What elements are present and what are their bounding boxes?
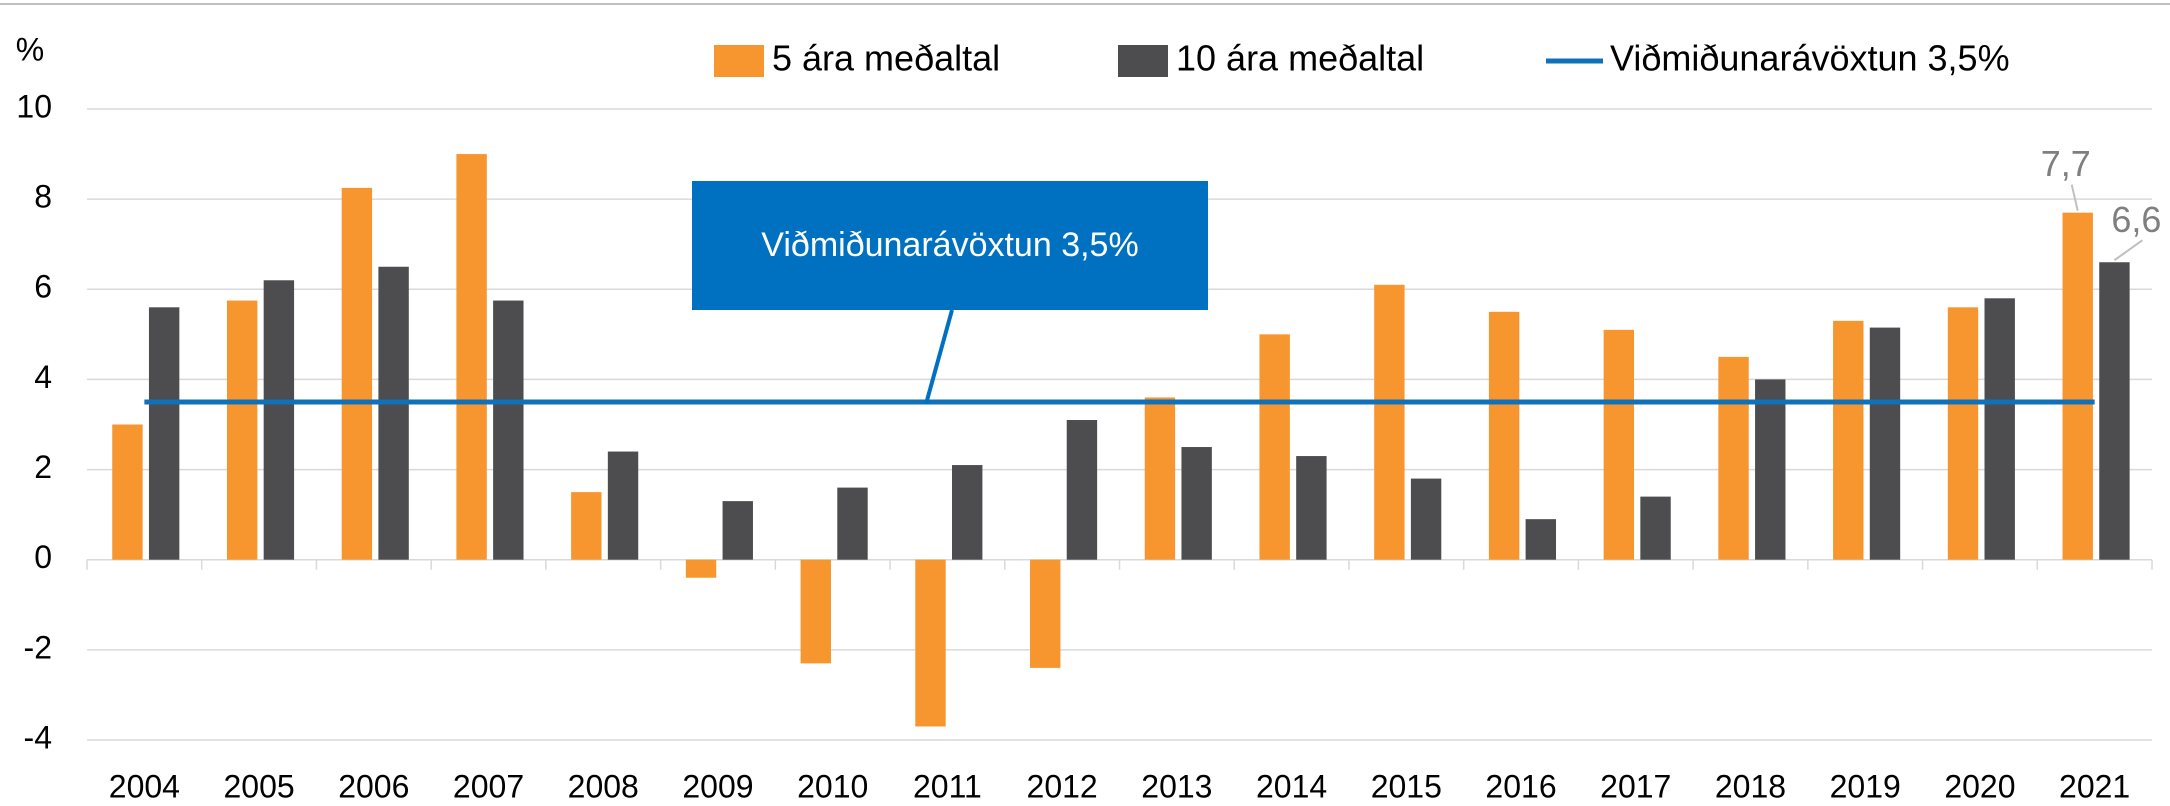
label-leader xyxy=(2070,184,2079,211)
bar xyxy=(112,424,143,560)
legend-swatch xyxy=(1118,45,1168,77)
bar xyxy=(1410,478,1442,560)
x-tick-label: 2017 xyxy=(1600,768,1671,804)
x-tick-label: 2021 xyxy=(2059,768,2130,804)
x-tick-label: 2012 xyxy=(1027,768,1098,804)
y-tick-label: 4 xyxy=(34,359,52,395)
bar xyxy=(378,266,409,560)
bar xyxy=(1718,356,1749,560)
y-tick-label: 10 xyxy=(16,88,52,124)
x-tick-label: 2015 xyxy=(1371,768,1442,804)
bar xyxy=(493,300,524,560)
bar xyxy=(1603,329,1635,560)
bar xyxy=(1984,298,2015,560)
x-tick-label: 2016 xyxy=(1485,768,1556,804)
bar xyxy=(837,487,868,560)
bar xyxy=(722,501,753,560)
y-tick-label: 0 xyxy=(34,539,52,575)
x-tick-label: 2004 xyxy=(109,768,180,804)
x-tick-label: 2019 xyxy=(1830,768,1901,804)
bar xyxy=(1525,519,1557,560)
legend-label: 5 ára meðaltal xyxy=(772,38,1000,79)
x-tick-label: 2010 xyxy=(797,768,868,804)
bar xyxy=(2062,212,2093,560)
x-tick-label: 2008 xyxy=(568,768,639,804)
x-tick-label: 2007 xyxy=(453,768,524,804)
bar xyxy=(1947,307,1979,560)
y-tick-label: -2 xyxy=(24,629,52,665)
x-tick-label: 2014 xyxy=(1256,768,1327,804)
bar xyxy=(685,559,717,578)
legend: 5 ára meðaltal 10 ára meðaltal Viðmiðunará… xyxy=(714,38,2010,79)
x-tick-label: 2011 xyxy=(913,768,982,804)
bar xyxy=(226,300,258,560)
bar xyxy=(1374,284,1405,560)
bar xyxy=(952,465,983,560)
bar xyxy=(456,154,487,560)
bar xyxy=(915,559,946,727)
y-tick-label: 6 xyxy=(34,269,52,305)
label-leader xyxy=(2113,239,2144,262)
legend-label: Viðmiðunarávöxtun 3,5% xyxy=(1610,38,2010,79)
bar xyxy=(1259,334,1290,560)
marks: 7,7 6,6 xyxy=(112,143,2161,727)
bar xyxy=(341,187,373,560)
bar xyxy=(1869,327,1901,560)
data-label: 6,6 xyxy=(2111,199,2161,240)
bar xyxy=(800,559,831,664)
bar xyxy=(1066,419,1098,560)
bar xyxy=(2099,262,2130,560)
bar xyxy=(1296,456,1327,560)
annotation-box xyxy=(692,181,1208,310)
y-axis-label: % xyxy=(16,31,44,67)
bar xyxy=(148,307,180,560)
bar xyxy=(1181,447,1212,560)
bar xyxy=(263,280,295,560)
bar xyxy=(1833,320,1864,560)
annotation: Viðmiðunarávöxtun 3,5% xyxy=(761,226,1138,264)
y-tick-label: -4 xyxy=(24,719,52,755)
bar xyxy=(607,451,639,560)
y-tick-label: 2 xyxy=(34,449,52,485)
bar xyxy=(1755,379,1786,560)
bar xyxy=(571,492,602,560)
legend-label: 10 ára meðaltal xyxy=(1176,38,1424,79)
x-tick-label: 2006 xyxy=(338,768,409,804)
data-label: 7,7 xyxy=(2041,143,2091,184)
legend-swatch xyxy=(714,45,764,77)
bar xyxy=(1030,559,1061,668)
bar xyxy=(1144,397,1176,560)
x-tick-label: 2020 xyxy=(1944,768,2015,804)
x-tick-label: 2018 xyxy=(1715,768,1786,804)
x-tick-label: 2009 xyxy=(682,768,753,804)
bar xyxy=(1488,311,1520,560)
annotation-leader xyxy=(924,309,954,405)
bar xyxy=(1640,496,1671,560)
x-tick-label: 2005 xyxy=(223,768,294,804)
x-tick-label: 2013 xyxy=(1141,768,1212,804)
y-tick-label: 8 xyxy=(34,179,52,215)
